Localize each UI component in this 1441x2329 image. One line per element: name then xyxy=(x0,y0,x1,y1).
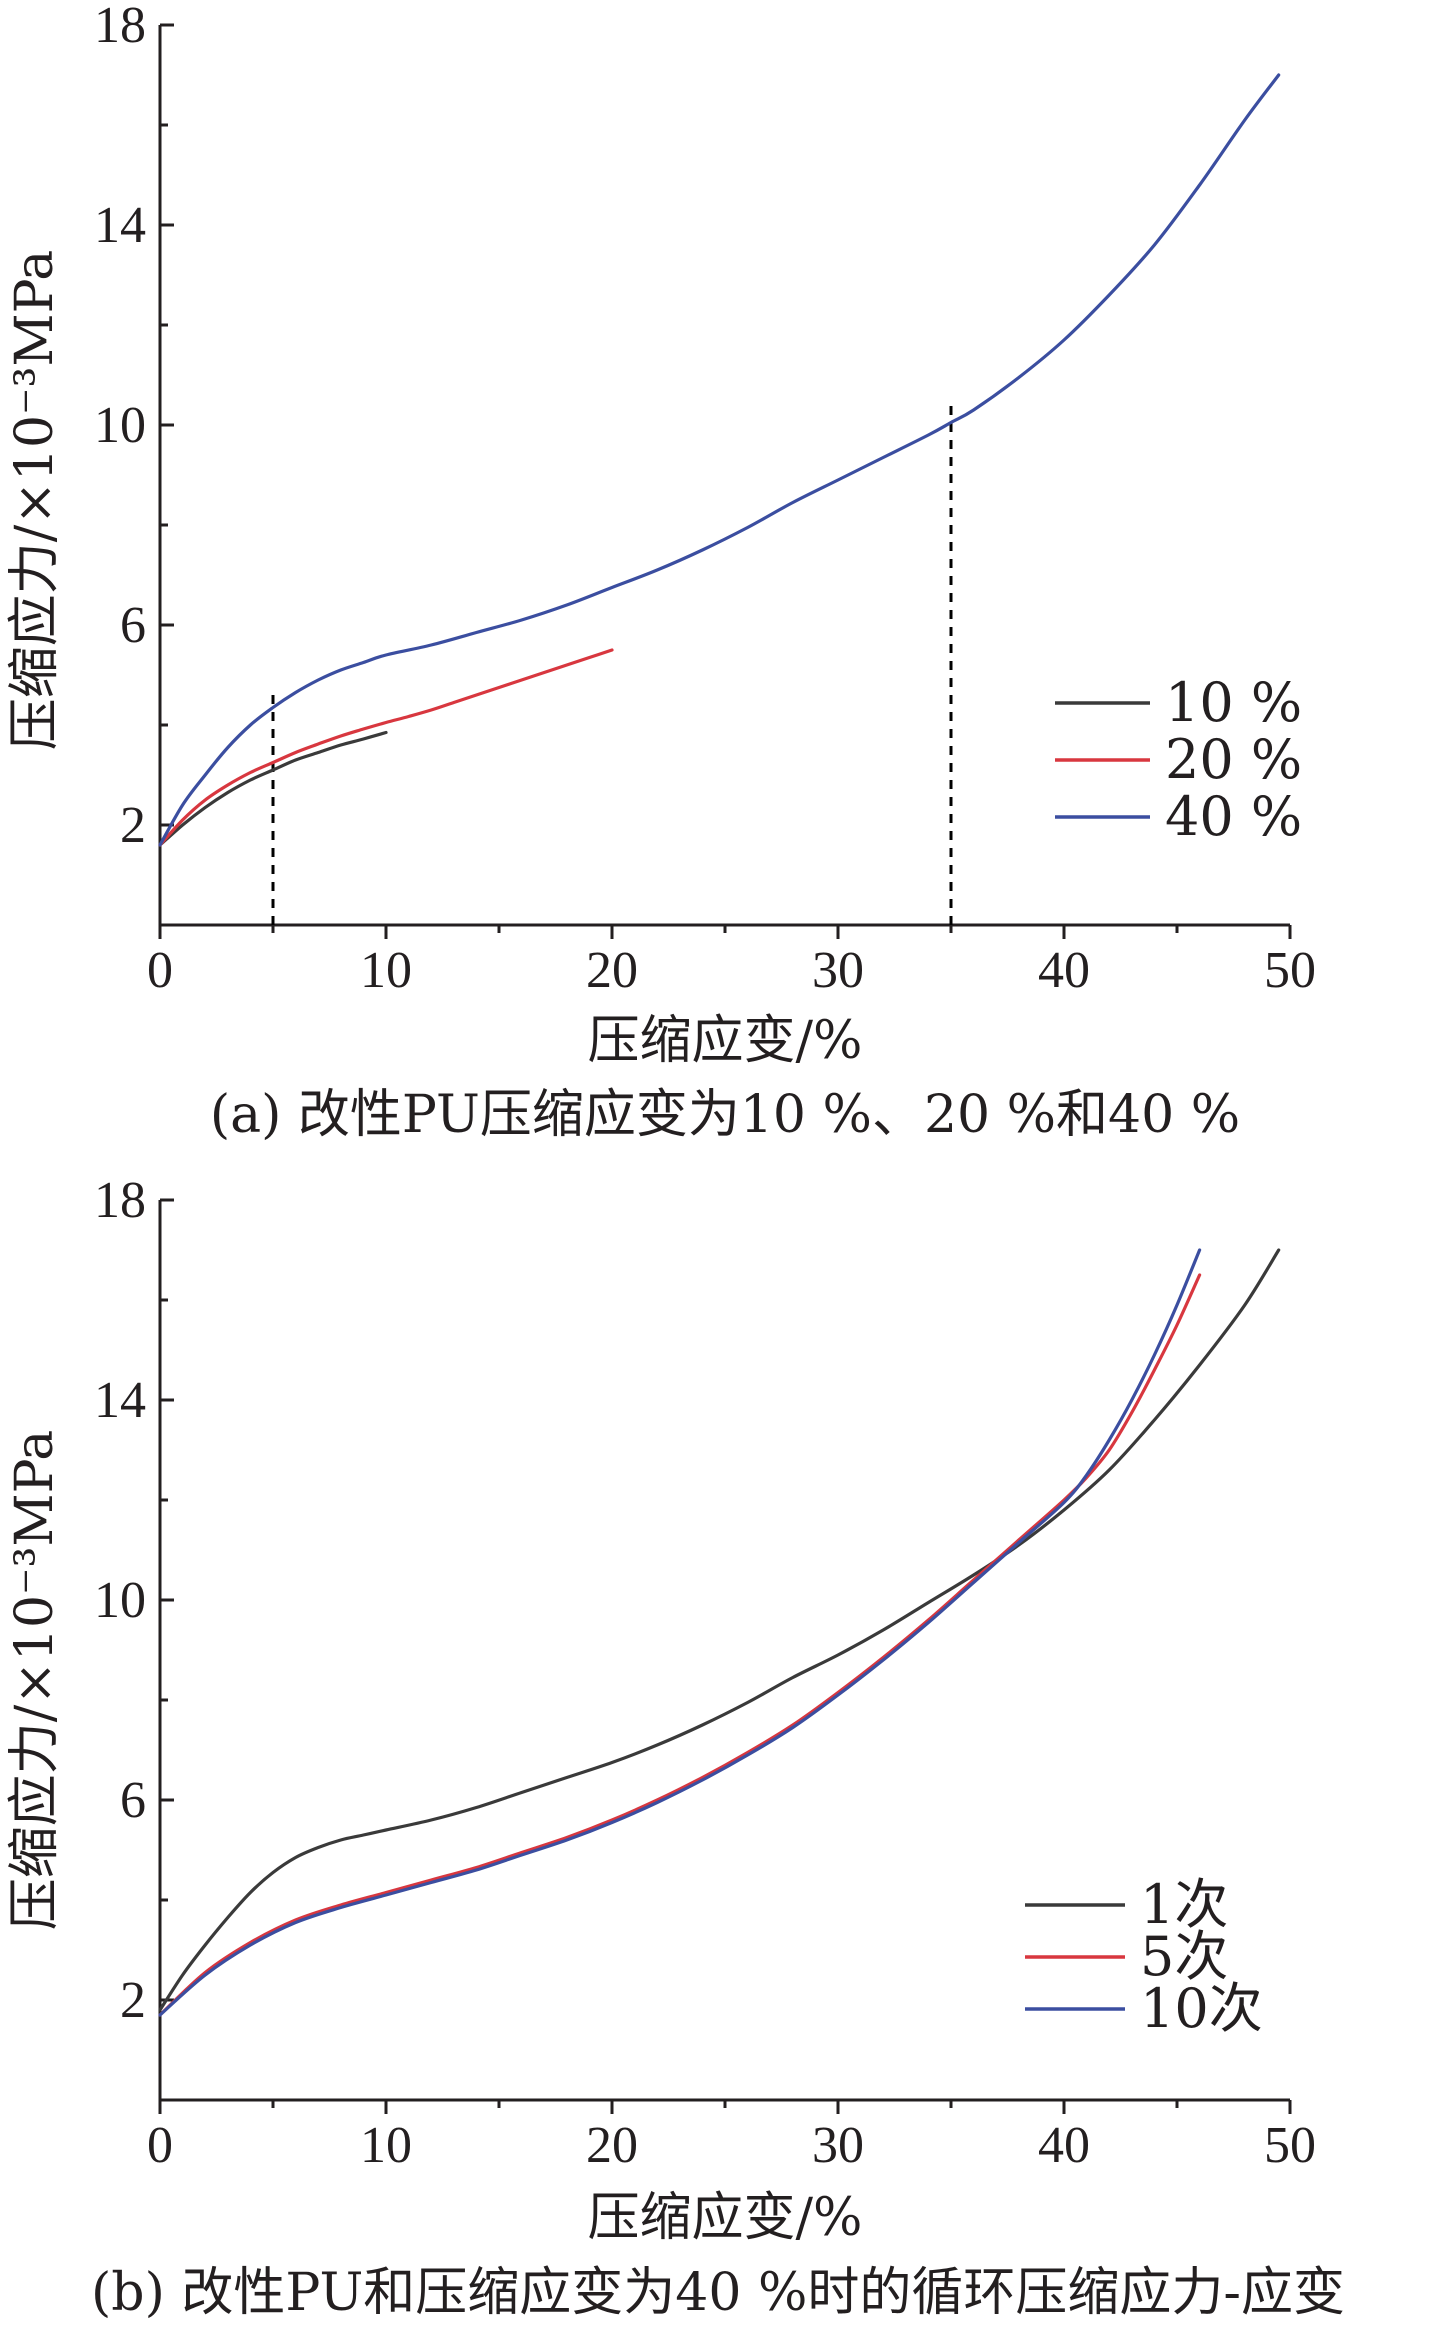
y-axis-title-b: 压缩应力/×10⁻³MPa xyxy=(5,1430,65,1930)
y-tick-label: 14 xyxy=(94,1372,146,1429)
x-tick-label: 10 xyxy=(360,2117,412,2174)
x-axis-title-b: 压缩应变/% xyxy=(588,2188,863,2248)
x-tick-label: 0 xyxy=(147,2117,173,2174)
series-line-2 xyxy=(158,648,614,847)
y-tick-label: 10 xyxy=(94,397,146,454)
y-ticks-a: 2 6 10 14 18 xyxy=(94,0,174,927)
legend-label: 20 % xyxy=(1165,728,1302,791)
legend-label: 10次 xyxy=(1140,1977,1263,2040)
legend-label: 40 % xyxy=(1165,785,1302,848)
y-ticks-b: 2 6 10 14 18 xyxy=(94,1172,174,2102)
x-tick-label: 0 xyxy=(147,942,173,999)
series-group-a xyxy=(158,73,1281,847)
series-group-b xyxy=(158,1248,1281,2017)
legend-label: 1次 xyxy=(1140,1873,1228,1936)
y-axis-title-a: 压缩应力/×10⁻³MPa xyxy=(5,250,65,750)
y-tick-label: 18 xyxy=(94,0,146,54)
axes-a xyxy=(158,25,1290,927)
x-tick-label: 40 xyxy=(1038,2117,1090,2174)
y-tick-label: 18 xyxy=(94,1172,146,1229)
series-line-1 xyxy=(158,1248,1281,2012)
series-line-3 xyxy=(158,1248,1202,2017)
series-line-1 xyxy=(158,730,388,847)
caption-a: (a) 改性PU压缩应变为10 %、20 %和40 % xyxy=(210,1085,1240,1145)
series-line-3 xyxy=(158,73,1281,847)
y-tick-label: 6 xyxy=(120,1772,146,1829)
y-tick-label: 14 xyxy=(94,197,146,254)
chart-panel-a: 0 10 20 30 40 50 2 6 10 14 18 10 %20 %40 % 压缩应变/%… xyxy=(5,0,1316,1145)
legend-label: 5次 xyxy=(1140,1925,1228,1988)
reference-lines-a xyxy=(271,400,953,925)
x-ticks-b: 0 10 20 30 40 50 xyxy=(147,2100,1316,2174)
x-tick-label: 20 xyxy=(586,942,638,999)
y-tick-label: 6 xyxy=(120,597,146,654)
y-tick-label: 10 xyxy=(94,1572,146,1629)
x-tick-label: 40 xyxy=(1038,942,1090,999)
x-tick-label: 20 xyxy=(586,2117,638,2174)
legend-a: 10 %20 %40 % xyxy=(1055,671,1302,848)
y-tick-label: 2 xyxy=(120,1972,146,2029)
y-tick-label: 2 xyxy=(120,797,146,854)
x-tick-label: 30 xyxy=(812,942,864,999)
caption-b: (b) 改性PU和压缩应变为40 %时的循环压缩应力-应变 xyxy=(91,2263,1345,2323)
series-line-2 xyxy=(158,1273,1202,2017)
x-tick-label: 50 xyxy=(1264,942,1316,999)
x-tick-label: 10 xyxy=(360,942,412,999)
x-tick-label: 30 xyxy=(812,2117,864,2174)
x-axis-title-a: 压缩应变/% xyxy=(588,1011,863,1071)
x-ticks-a: 0 10 20 30 40 50 xyxy=(147,925,1316,999)
legend-label: 10 % xyxy=(1165,671,1302,734)
x-tick-label: 50 xyxy=(1264,2117,1316,2174)
axes-b xyxy=(158,1200,1290,2102)
